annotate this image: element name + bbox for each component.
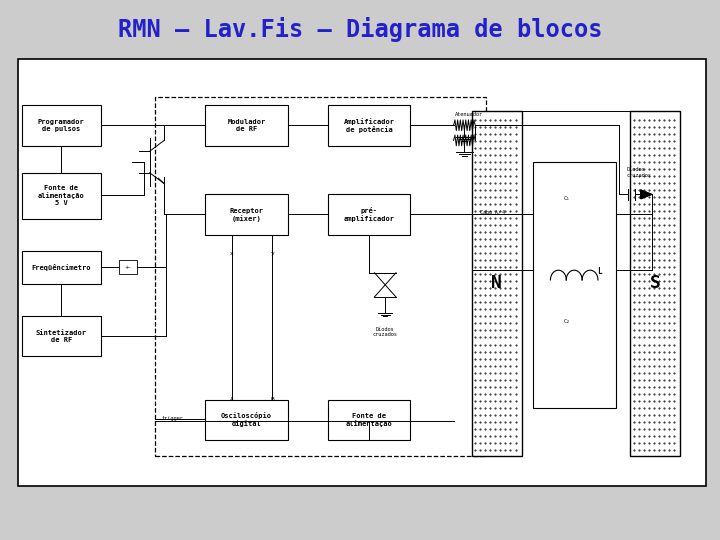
Bar	[18, 59, 706, 486]
Bar	[533, 162, 616, 408]
Bar	[22, 251, 101, 284]
Text: S: S	[649, 274, 661, 293]
Bar	[155, 97, 486, 456]
Text: Atenuador: Atenuador	[455, 112, 483, 117]
Text: Modulador
de RF: Modulador de RF	[228, 119, 266, 132]
Text: RMN – Lav.Fis – Diagrama de blocos: RMN – Lav.Fis – Diagrama de blocos	[118, 17, 602, 42]
Text: Freqüêncimetro: Freqüêncimetro	[32, 264, 91, 271]
Text: B: B	[270, 397, 274, 402]
Text: A: A	[230, 397, 234, 402]
Bar	[22, 173, 101, 219]
Bar	[205, 400, 288, 440]
Text: N: N	[491, 274, 503, 293]
Text: Amplificador
de potência: Amplificador de potência	[343, 118, 395, 133]
Text: pré-
amplificador: pré- amplificador	[343, 207, 395, 222]
Polygon shape	[641, 190, 652, 199]
Text: +–: +–	[125, 265, 131, 270]
Bar	[205, 105, 288, 146]
Text: C₁: C₁	[564, 196, 570, 201]
Bar	[328, 194, 410, 235]
Bar	[472, 111, 522, 456]
Text: x: x	[230, 251, 234, 256]
Bar	[22, 316, 101, 356]
Text: Díodos
cruzados: Díodos cruzados	[373, 327, 397, 338]
Text: trigger: trigger	[162, 416, 184, 421]
Bar	[22, 105, 101, 146]
Text: Fonte de
alimentação: Fonte de alimentação	[346, 413, 392, 427]
Text: Programador
de pulsos: Programador de pulsos	[38, 119, 84, 132]
Text: Osciloscópio
digital: Osciloscópio digital	[221, 413, 272, 427]
Bar	[630, 111, 680, 456]
Bar	[205, 194, 288, 235]
Bar	[119, 260, 137, 274]
Text: Fonte de
alimentação
5 V: Fonte de alimentação 5 V	[38, 185, 84, 206]
Bar	[328, 105, 410, 146]
Text: C₂: C₂	[564, 319, 570, 324]
Bar	[328, 400, 410, 440]
Text: y: y	[270, 251, 274, 256]
Text: L: L	[597, 267, 602, 276]
Text: Sintetizador
de RF: Sintetizador de RF	[36, 329, 86, 343]
Text: Receptor
(mixer): Receptor (mixer)	[230, 207, 264, 222]
Text: Díodos
cruzados: Díodos cruzados	[626, 167, 652, 178]
Text: Cabo $\lambda$/4: Cabo $\lambda$/4	[479, 208, 505, 215]
